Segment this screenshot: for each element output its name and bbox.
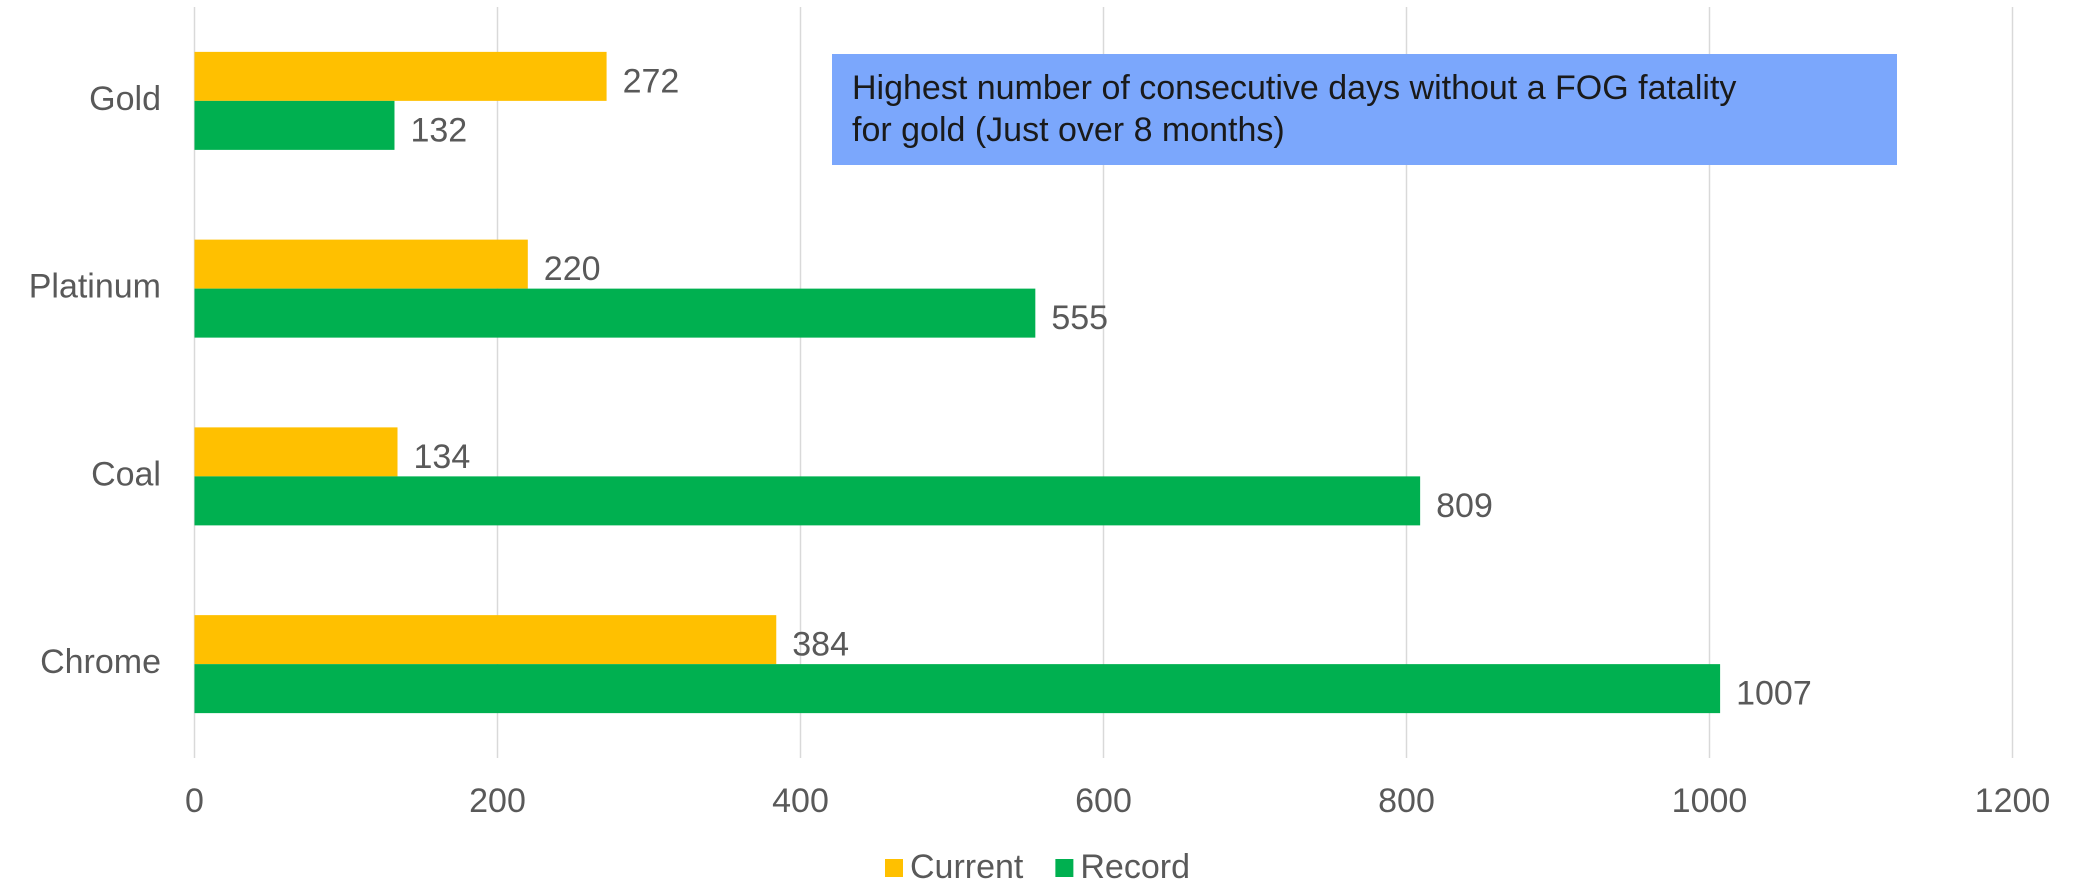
bar xyxy=(194,51,607,101)
data-label: 555 xyxy=(1051,299,1108,337)
x-tick-label: 0 xyxy=(185,782,204,820)
x-tick-label: 200 xyxy=(469,782,526,820)
y-tick-label: Coal xyxy=(91,455,161,493)
x-tick-label: 800 xyxy=(1378,782,1435,820)
y-tick-label: Gold xyxy=(89,80,161,118)
legend-swatch xyxy=(1055,859,1074,877)
data-label: 132 xyxy=(410,111,467,149)
data-label: 272 xyxy=(623,62,680,100)
data-label: 220 xyxy=(544,250,601,288)
x-tick-label: 400 xyxy=(772,782,829,820)
legend-label: Record xyxy=(1080,848,1190,885)
annotation-text: for gold (Just over 8 months) xyxy=(852,111,1285,149)
bar xyxy=(194,288,1036,338)
annotation-text: Highest number of consecutive days witho… xyxy=(852,69,1736,107)
data-label: 1007 xyxy=(1736,675,1812,713)
bar xyxy=(194,427,398,477)
legend-swatch xyxy=(885,859,903,877)
x-tick-label: 1200 xyxy=(1975,782,2051,820)
legend-label: Current xyxy=(910,848,1024,885)
y-tick-label: Platinum xyxy=(29,268,161,306)
bar xyxy=(194,615,777,665)
data-label: 809 xyxy=(1436,487,1493,525)
y-tick-label: Chrome xyxy=(40,643,161,681)
x-tick-label: 1000 xyxy=(1672,782,1748,820)
data-label: 134 xyxy=(414,438,471,476)
annotation-box xyxy=(832,54,1897,165)
bar xyxy=(194,100,395,150)
data-label: 384 xyxy=(792,626,849,664)
bar xyxy=(194,476,1421,526)
x-tick-label: 600 xyxy=(1075,782,1132,820)
bar xyxy=(194,664,1721,714)
bar xyxy=(194,239,528,289)
